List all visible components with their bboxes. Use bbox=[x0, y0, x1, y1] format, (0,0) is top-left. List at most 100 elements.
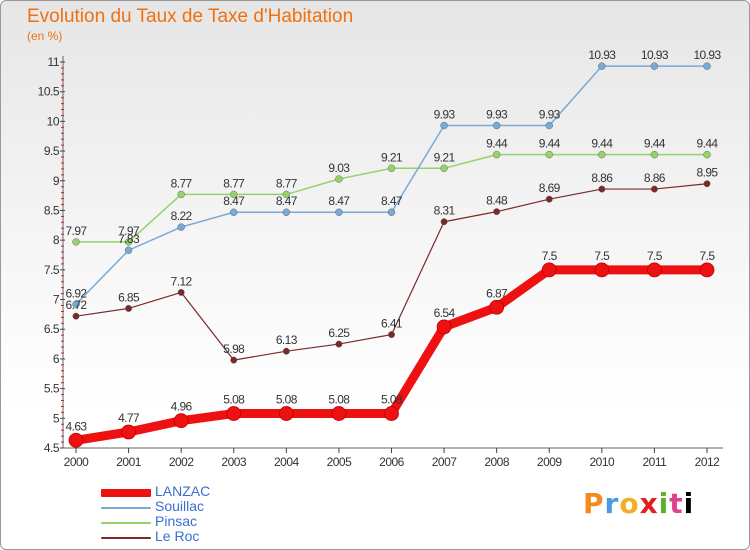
data-point-le-roc bbox=[493, 208, 501, 216]
data-label-lanzac: 4.77 bbox=[118, 411, 140, 425]
data-label-le-roc: 8.69 bbox=[539, 181, 561, 195]
data-point-le-roc bbox=[282, 347, 290, 355]
legend-swatch-le-roc bbox=[101, 536, 151, 539]
data-point-souillac bbox=[72, 300, 80, 308]
data-point-le-roc bbox=[651, 185, 658, 193]
data-point-lanzac bbox=[173, 413, 189, 429]
data-point-le-roc bbox=[177, 289, 185, 296]
data-label-pinsac: 9.44 bbox=[591, 137, 613, 151]
data-label-souillac: 10.93 bbox=[641, 48, 669, 62]
x-tick-label: 2010 bbox=[589, 455, 615, 469]
data-label-le-roc: 8.95 bbox=[697, 166, 719, 180]
y-tick-label: 6 bbox=[53, 352, 60, 366]
data-label-lanzac: 7.5 bbox=[594, 249, 610, 263]
data-point-souillac bbox=[703, 62, 711, 70]
data-point-pinsac bbox=[598, 150, 606, 159]
data-point-lanzac bbox=[541, 262, 557, 278]
data-point-le-roc bbox=[72, 312, 80, 320]
y-tick-label: 7 bbox=[53, 293, 60, 307]
data-label-pinsac: 7.97 bbox=[118, 224, 140, 238]
data-point-souillac bbox=[230, 208, 238, 216]
x-tick-label: 2008 bbox=[484, 455, 510, 469]
data-label-pinsac: 9.44 bbox=[697, 137, 719, 151]
logo-letter: i bbox=[683, 487, 695, 520]
data-point-souillac bbox=[387, 208, 396, 216]
data-point-lanzac bbox=[489, 299, 505, 315]
data-label-pinsac: 7.97 bbox=[66, 224, 88, 238]
data-label-lanzac: 4.96 bbox=[171, 400, 193, 414]
data-point-souillac bbox=[650, 62, 659, 70]
data-label-le-roc: 6.72 bbox=[66, 298, 88, 312]
data-label-lanzac: 4.63 bbox=[66, 419, 88, 433]
data-point-le-roc bbox=[230, 356, 238, 364]
data-label-souillac: 6.92 bbox=[66, 286, 88, 300]
data-label-le-roc: 8.86 bbox=[644, 171, 666, 185]
y-tick-label: 9.5 bbox=[44, 144, 60, 158]
data-point-souillac bbox=[282, 208, 291, 216]
x-tick-label: 2004 bbox=[274, 455, 300, 469]
data-label-lanzac: 6.87 bbox=[486, 286, 508, 300]
data-point-lanzac bbox=[384, 406, 399, 421]
data-point-le-roc bbox=[598, 185, 606, 193]
data-label-le-roc: 7.12 bbox=[171, 274, 193, 288]
data-label-le-roc: 6.85 bbox=[118, 290, 140, 304]
data-label-souillac: 9.93 bbox=[539, 108, 561, 122]
data-point-pinsac bbox=[703, 150, 711, 159]
data-point-le-roc bbox=[440, 218, 448, 226]
data-label-pinsac: 9.21 bbox=[381, 150, 403, 164]
y-tick-label: 8.5 bbox=[44, 203, 60, 217]
legend-label-le-roc: Le Roc bbox=[155, 528, 200, 544]
data-label-lanzac: 5.08 bbox=[223, 393, 245, 407]
logo-letter: x bbox=[639, 487, 659, 520]
data-point-le-roc bbox=[335, 340, 343, 348]
proxiti-logo: Proxiti bbox=[583, 487, 694, 520]
legend-swatch-pinsac bbox=[101, 521, 151, 524]
y-tick-label: 6.5 bbox=[44, 322, 60, 336]
data-point-lanzac bbox=[331, 406, 347, 421]
data-label-pinsac: 8.77 bbox=[171, 176, 193, 190]
x-tick-label: 2000 bbox=[64, 455, 90, 469]
data-label-le-roc: 6.13 bbox=[276, 333, 298, 347]
data-point-pinsac bbox=[650, 150, 659, 159]
data-point-pinsac bbox=[387, 164, 396, 172]
data-point-lanzac bbox=[68, 432, 84, 448]
x-tick-label: 2011 bbox=[643, 455, 668, 469]
data-point-le-roc bbox=[545, 195, 553, 203]
data-label-le-roc: 5.98 bbox=[223, 342, 245, 356]
data-point-pinsac bbox=[124, 238, 133, 246]
x-tick-label: 2005 bbox=[327, 455, 353, 469]
legend-swatch-lanzac bbox=[101, 488, 151, 497]
data-point-souillac bbox=[335, 208, 343, 216]
data-point-le-roc bbox=[388, 331, 395, 338]
y-tick-label: 4.5 bbox=[44, 441, 60, 455]
y-tick-label: 7.5 bbox=[44, 263, 60, 277]
legend-item-souillac: Souillac bbox=[101, 498, 301, 515]
x-tick-label: 2003 bbox=[221, 455, 247, 469]
data-label-souillac: 8.47 bbox=[276, 194, 298, 208]
chart-title: Evolution du Taux de Taxe d'Habitation bbox=[27, 6, 354, 27]
data-label-lanzac: 5.08 bbox=[276, 393, 298, 407]
legend-swatch-souillac bbox=[101, 506, 151, 509]
data-label-souillac: 7.83 bbox=[118, 232, 140, 246]
data-label-pinsac: 8.77 bbox=[276, 176, 298, 190]
data-point-pinsac bbox=[335, 175, 343, 183]
logo-letter: r bbox=[604, 487, 620, 520]
x-tick-label: 2001 bbox=[116, 455, 142, 469]
data-label-le-roc: 8.86 bbox=[591, 171, 613, 185]
data-label-souillac: 8.22 bbox=[171, 209, 193, 223]
y-tick-label: 9 bbox=[53, 174, 60, 188]
x-tick-label: 2006 bbox=[379, 455, 405, 469]
data-point-pinsac bbox=[545, 150, 553, 159]
data-label-lanzac: 7.5 bbox=[700, 249, 716, 263]
data-point-pinsac bbox=[230, 190, 238, 199]
data-label-le-roc: 6.25 bbox=[328, 326, 350, 340]
data-label-souillac: 10.93 bbox=[693, 48, 721, 62]
legend-label-souillac: Souillac bbox=[155, 498, 205, 514]
y-tick-label: 10.5 bbox=[38, 85, 60, 99]
data-point-pinsac bbox=[492, 150, 501, 159]
data-label-souillac: 9.93 bbox=[486, 108, 508, 122]
data-label-pinsac: 9.03 bbox=[328, 161, 350, 175]
legend-item-lanzac: LANZAC bbox=[101, 483, 301, 500]
